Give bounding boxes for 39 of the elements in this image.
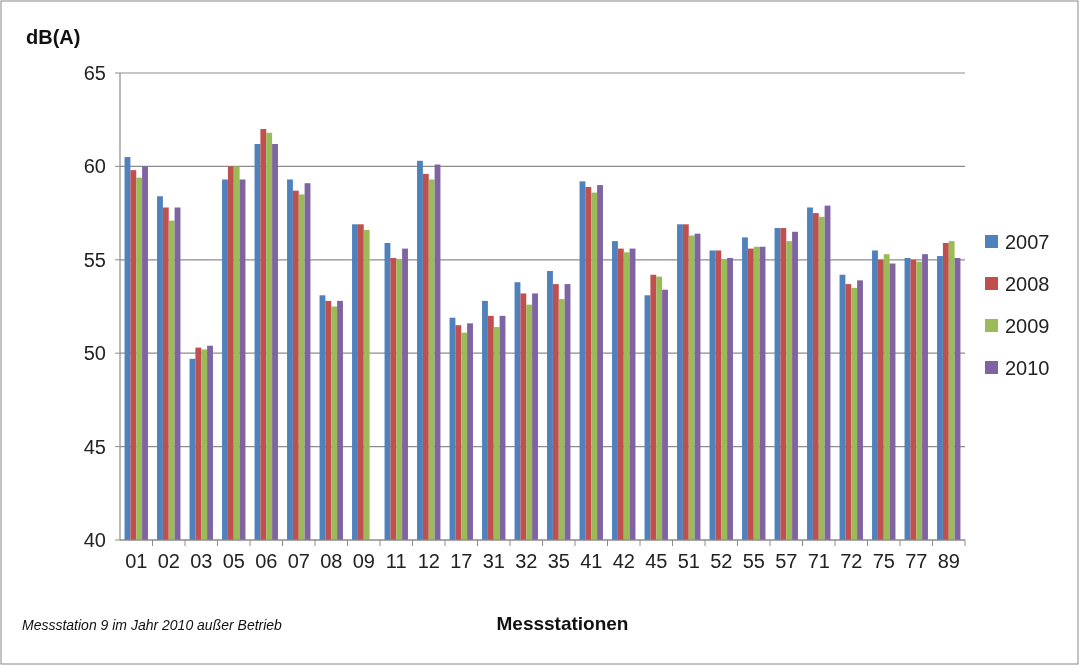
legend-label: 2010 [1005,357,1050,379]
x-tick-label: 07 [287,550,310,572]
x-tick-label: 17 [450,550,473,572]
x-axis-title: Messstationen [496,613,629,634]
x-tick-label: 31 [482,550,505,572]
x-tick-label: 02 [157,550,180,572]
x-tick-label: 75 [872,550,895,572]
x-tick-label: 06 [255,550,278,572]
x-tick-label: 52 [710,550,733,572]
x-tick-label: 05 [222,550,245,572]
x-tick-label: 45 [645,550,668,572]
x-tick-label: 12 [417,550,440,572]
x-tick-label: 09 [352,550,375,572]
x-tick-label: 77 [905,550,928,572]
x-tick-label: 72 [840,550,863,572]
legend-label: 2007 [1005,231,1050,253]
x-tick-label: 51 [677,550,700,572]
y-tick-label: 60 [83,155,106,178]
text: Messstation 9 im Jahr 2010 außer Betrieb [22,617,283,633]
y-tick-label: 40 [83,529,106,551]
y-tick-label: 45 [83,435,106,458]
x-tick-label: 35 [547,550,570,572]
x-tick-label: 08 [320,550,343,572]
x-tick-label: 55 [742,550,765,572]
legend-label: 2008 [1005,273,1050,295]
x-tick-label: 11 [385,550,407,572]
x-tick-label: 32 [515,550,538,572]
legend-label: 2009 [1005,315,1050,337]
x-tick-label: 03 [190,550,213,572]
y-tick-label: 50 [83,342,106,365]
y-tick-label: 55 [83,248,106,271]
x-tick-label: 42 [612,550,635,572]
x-tick-label: 01 [125,550,148,572]
x-tick-label: 41 [580,550,603,572]
y-axis-title: dB(A) [26,26,81,48]
x-tick-label: 89 [937,550,960,572]
y-tick-label: 65 [83,62,106,84]
x-tick-label: 57 [775,550,798,572]
x-tick-label: 71 [807,550,830,572]
